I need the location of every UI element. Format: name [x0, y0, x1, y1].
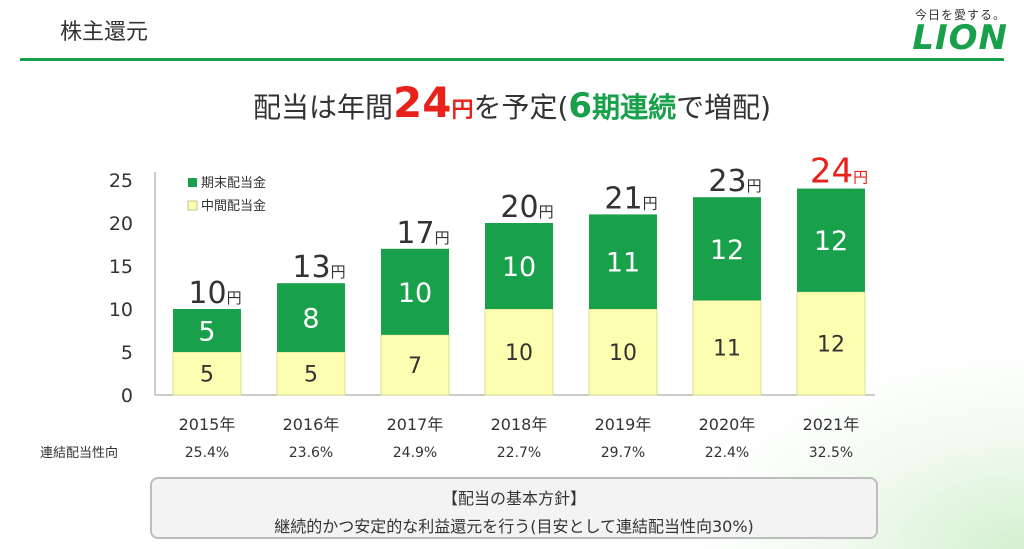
data-label-interim: 12 — [817, 332, 845, 357]
data-label-interim: 11 — [713, 337, 741, 362]
total-unit: 円 — [435, 229, 450, 247]
data-label-interim: 5 — [304, 363, 318, 388]
headline-streak-number: 6 — [568, 86, 593, 126]
y-tick-label: 25 — [109, 170, 133, 192]
bar-interim — [276, 351, 346, 396]
x-tick-label: 2017年 — [387, 415, 444, 434]
total-unit: 円 — [853, 169, 868, 187]
headline-part1: 配当は年間 — [252, 91, 393, 124]
payout-ratio-label: 連結配当性向 — [40, 445, 118, 461]
total-label: 21円 — [604, 181, 657, 216]
total-unit: 円 — [331, 263, 346, 281]
data-label-interim: 5 — [200, 363, 214, 388]
total-value: 13 — [292, 250, 330, 285]
headline: 配当は年間24円を予定(6期連続で増配) — [0, 78, 1024, 127]
headline-streak-text: 期連続 — [592, 91, 677, 124]
payout-ratio-value: 22.4% — [705, 445, 749, 461]
data-label-year-end: 12 — [814, 226, 848, 257]
x-tick-label: 2021年 — [803, 415, 860, 434]
bar-interim — [692, 299, 762, 396]
bar-interim — [796, 291, 866, 396]
bar-year-end — [797, 188, 865, 292]
bar-year-end — [277, 283, 345, 352]
total-value: 17 — [396, 216, 434, 251]
data-label-year-end: 12 — [710, 235, 744, 266]
total-label: 24円 — [810, 152, 868, 192]
y-tick-label: 15 — [109, 256, 133, 278]
payout-ratio-value: 24.9% — [393, 445, 437, 461]
bar-interim — [588, 308, 658, 396]
header-divider — [20, 58, 1004, 61]
total-unit: 円 — [227, 289, 242, 307]
x-tick-label: 2020年 — [699, 415, 756, 434]
total-value: 23 — [708, 164, 746, 199]
x-tick-label: 2016年 — [283, 415, 340, 434]
payout-ratio-value: 25.4% — [185, 445, 229, 461]
data-label-year-end: 11 — [606, 248, 640, 279]
bar-year-end — [589, 214, 657, 309]
bar-year-end — [173, 309, 241, 352]
total-unit: 円 — [747, 177, 762, 195]
headline-part3: で増配) — [676, 91, 772, 124]
payout-ratio-value: 32.5% — [809, 445, 853, 461]
x-tick-label: 2018年 — [491, 415, 548, 434]
dividend-policy-box: 【配当の基本方針】 継続的かつ安定的な利益還元を行う(目安として連結配当性向30… — [150, 477, 878, 539]
total-unit: 円 — [539, 203, 554, 221]
bar-year-end — [485, 223, 553, 309]
total-value: 20 — [500, 190, 538, 225]
data-label-year-end: 10 — [502, 252, 536, 283]
y-tick-label: 10 — [109, 299, 133, 321]
brand-tagline: 今日を愛する。 — [914, 8, 1006, 22]
data-label-interim: 7 — [408, 354, 422, 379]
brand-logo: LION — [912, 18, 1008, 58]
data-label-interim: 10 — [505, 341, 533, 366]
policy-title: 【配当の基本方針】 — [441, 489, 586, 508]
bar-interim — [172, 351, 242, 396]
headline-amount-unit: 円 — [451, 98, 474, 123]
total-value: 24 — [810, 152, 853, 192]
payout-ratio-value: 22.7% — [497, 445, 541, 461]
x-tick-label: 2019年 — [595, 415, 652, 434]
total-label: 13円 — [292, 250, 345, 285]
total-label: 17円 — [396, 216, 449, 251]
y-tick-label: 20 — [109, 213, 133, 235]
total-label: 20円 — [500, 190, 553, 225]
total-label: 10円 — [188, 276, 241, 311]
policy-body: 継続的かつ安定的な利益還元を行う(目安として連結配当性向30%) — [274, 517, 754, 536]
data-label-interim: 10 — [609, 341, 637, 366]
bar-interim — [380, 334, 450, 396]
payout-ratio-value: 23.6% — [289, 445, 333, 461]
legend-swatch — [187, 200, 198, 211]
legend-label: 期末配当金 — [201, 175, 266, 191]
total-value: 10 — [188, 276, 226, 311]
bar-year-end — [381, 248, 449, 335]
legend-swatch — [188, 178, 197, 187]
y-tick-label: 5 — [121, 342, 133, 364]
x-tick-label: 2015年 — [179, 415, 236, 434]
data-label-year-end: 10 — [398, 278, 432, 309]
bar-interim — [484, 308, 554, 396]
bar-year-end — [693, 197, 761, 301]
data-label-year-end: 8 — [302, 304, 319, 335]
payout-ratio-value: 29.7% — [601, 445, 645, 461]
total-value: 21 — [604, 181, 642, 216]
page-title: 株主還元 — [60, 20, 149, 45]
headline-amount: 24 — [392, 78, 452, 127]
total-label: 23円 — [708, 164, 761, 199]
headline-part2: を予定( — [473, 91, 569, 124]
total-unit: 円 — [643, 194, 658, 212]
legend-label: 中間配当金 — [201, 198, 266, 214]
y-tick-label: 0 — [121, 385, 133, 407]
data-label-year-end: 5 — [198, 317, 215, 348]
